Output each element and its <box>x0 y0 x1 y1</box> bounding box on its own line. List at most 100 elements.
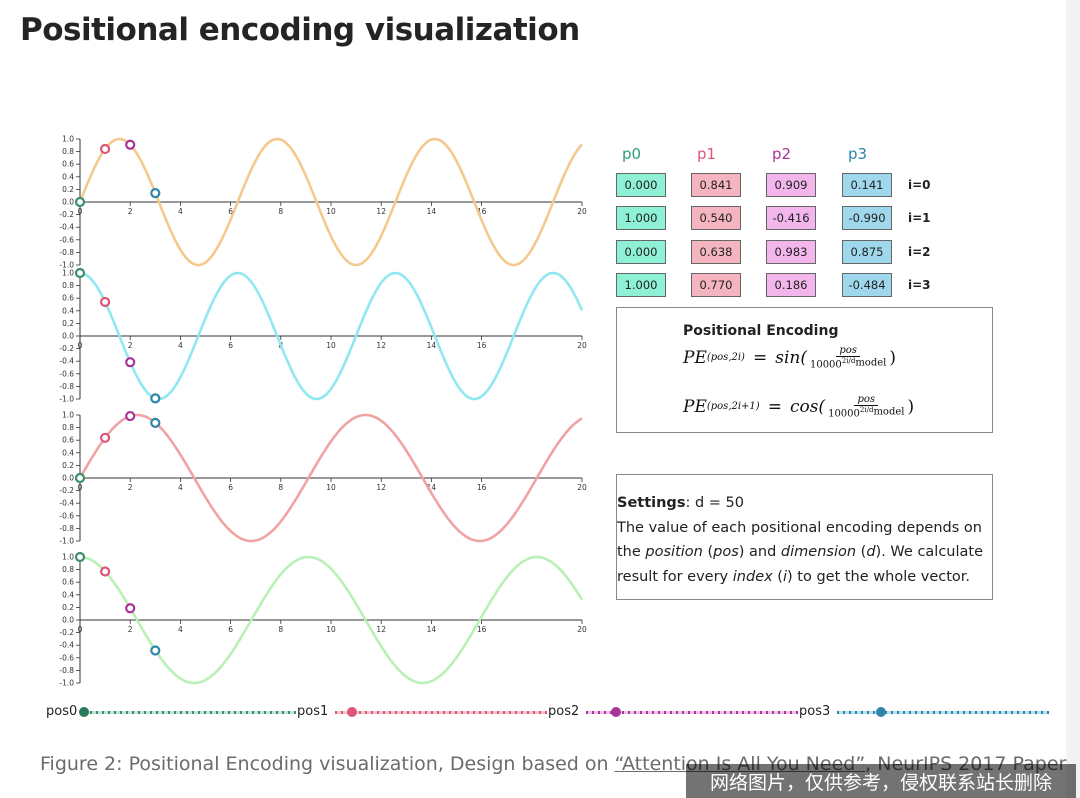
settings-value: : d = 50 <box>685 495 744 511</box>
y-tick-label: 1.0 <box>62 411 74 420</box>
table-cell: -0.484 <box>842 273 892 297</box>
y-tick-label: 0.2 <box>62 461 74 470</box>
y-tick-label: 0.2 <box>62 319 74 328</box>
x-tick-label: 12 <box>376 207 386 216</box>
slider-label-pos0: pos0 <box>46 704 78 719</box>
encoding-table: p0 p1 p2 p3 0.000 0.841 0.909 0.141 i=0 … <box>612 145 942 305</box>
x-tick-label: 6 <box>228 207 233 216</box>
data-point-p2 <box>125 139 136 150</box>
y-tick-label: -1.0 <box>59 261 74 270</box>
y-tick-label: -0.2 <box>59 344 74 353</box>
caption-prefix: Figure 2: Positional Encoding visualizat… <box>40 753 615 775</box>
slider-label-pos1: pos1 <box>297 704 329 719</box>
y-tick-label: -0.4 <box>59 223 74 232</box>
y-tick-label: 0.0 <box>62 332 74 341</box>
table-cell: 0.770 <box>691 273 741 297</box>
table-cell: 0.000 <box>616 240 666 264</box>
y-tick-label: 0.8 <box>62 423 74 432</box>
table-cell: 1.000 <box>616 273 666 297</box>
slider-pos3[interactable]: pos3 <box>799 702 1049 722</box>
sinusoid-plots: 1.0 0.8 0.6 0.4 0.2 0.0 -0.2 -0.4 -0.6 -0.8 -1.0 0 2… <box>59 135 587 688</box>
formula-odd: PE (pos,2i+1) = cos( pos 100002i/dmodel ) <box>683 394 915 420</box>
slider-track[interactable] <box>837 711 1049 714</box>
formula-even: PE (pos,2i) = sin( pos 100002i/dmodel ) <box>683 345 896 371</box>
data-point-p0 <box>74 551 86 563</box>
series-line-i=1 <box>79 271 584 401</box>
slider-track[interactable] <box>84 711 296 714</box>
slider-knob[interactable] <box>875 707 886 717</box>
slider-knob[interactable] <box>79 707 89 717</box>
series-line-i=3 <box>79 555 584 685</box>
row-label-i0: i=0 <box>908 178 931 192</box>
y-tick-label: -1.0 <box>59 395 74 404</box>
series-line-i=2 <box>78 413 583 543</box>
x-tick-label: 20 <box>577 483 587 492</box>
x-tick-label: 6 <box>228 625 233 634</box>
y-tick-label: -0.8 <box>59 524 74 533</box>
y-tick-label: 1.0 <box>62 553 74 562</box>
x-tick-label: 10 <box>326 483 336 492</box>
y-tick-label: 0.4 <box>62 448 74 457</box>
data-point-p1 <box>99 296 111 308</box>
x-tick-label: 4 <box>178 483 183 492</box>
x-tick-label: 10 <box>326 625 336 634</box>
data-point-p3 <box>150 188 161 199</box>
x-tick-label: 0 <box>78 483 83 492</box>
y-tick-label: -0.2 <box>59 486 74 495</box>
x-tick-label: 2 <box>128 483 133 492</box>
y-tick-label: -0.6 <box>59 369 74 378</box>
data-point-p3 <box>150 393 161 404</box>
slider-knob[interactable] <box>611 707 622 717</box>
y-tick-label: 0.6 <box>62 294 74 303</box>
row-label-i3: i=3 <box>908 278 931 292</box>
data-point-p1 <box>99 432 111 443</box>
y-tick-label: 0.0 <box>62 474 74 483</box>
y-tick-label: 1.0 <box>62 135 74 144</box>
table-cell: -0.990 <box>842 206 892 230</box>
x-tick-label: 8 <box>278 625 283 634</box>
y-tick-label: -0.2 <box>59 628 74 637</box>
col-header-p2: p2 <box>772 145 792 163</box>
row-label-i1: i=1 <box>908 211 931 225</box>
x-tick-label: 16 <box>477 207 487 216</box>
settings-box: Settings: d = 50 The value of each posit… <box>616 474 993 600</box>
x-tick-label: 6 <box>228 483 233 492</box>
table-cell: 0.540 <box>691 206 741 230</box>
data-point-p2 <box>125 357 136 368</box>
slider-pos2[interactable]: pos2 <box>548 702 798 722</box>
x-tick-label: 0 <box>78 625 83 634</box>
table-cell: 0.909 <box>766 173 816 197</box>
y-tick-label: -0.6 <box>59 235 74 244</box>
x-tick-label: 2 <box>128 341 133 350</box>
settings-text-3: result for every index (i) to get the wh… <box>617 568 971 585</box>
x-tick-label: 20 <box>577 625 587 634</box>
y-tick-label: 1.0 <box>62 269 74 278</box>
slider-track[interactable] <box>335 711 547 714</box>
y-tick-label: -0.8 <box>59 248 74 257</box>
x-tick-label: 14 <box>427 483 437 492</box>
x-tick-label: 8 <box>278 207 283 216</box>
y-tick-label: 0.8 <box>62 565 74 574</box>
x-tick-label: 20 <box>577 341 587 350</box>
x-tick-label: 4 <box>178 341 183 350</box>
y-tick-label: 0.4 <box>62 306 74 315</box>
slider-pos1[interactable]: pos1 <box>297 702 547 722</box>
slider-track[interactable] <box>586 711 798 714</box>
formula-title: Positional Encoding <box>683 323 839 339</box>
slider-label-pos2: pos2 <box>548 704 580 719</box>
slider-pos0[interactable]: pos0 <box>46 702 296 722</box>
data-point-p0 <box>74 267 86 279</box>
y-tick-label: -0.8 <box>59 382 74 391</box>
x-tick-label: 20 <box>577 207 587 216</box>
x-tick-label: 16 <box>477 483 487 492</box>
y-tick-label: -1.0 <box>59 679 74 688</box>
x-tick-label: 16 <box>477 341 487 350</box>
y-tick-label: 0.6 <box>62 578 74 587</box>
slider-knob[interactable] <box>346 707 357 717</box>
x-tick-label: 0 <box>78 341 83 350</box>
y-tick-label: -0.6 <box>59 653 74 662</box>
data-point-p0 <box>74 196 86 208</box>
page-title: Positional encoding visualization <box>20 12 580 48</box>
x-tick-label: 2 <box>128 625 133 634</box>
x-tick-label: 2 <box>128 207 133 216</box>
